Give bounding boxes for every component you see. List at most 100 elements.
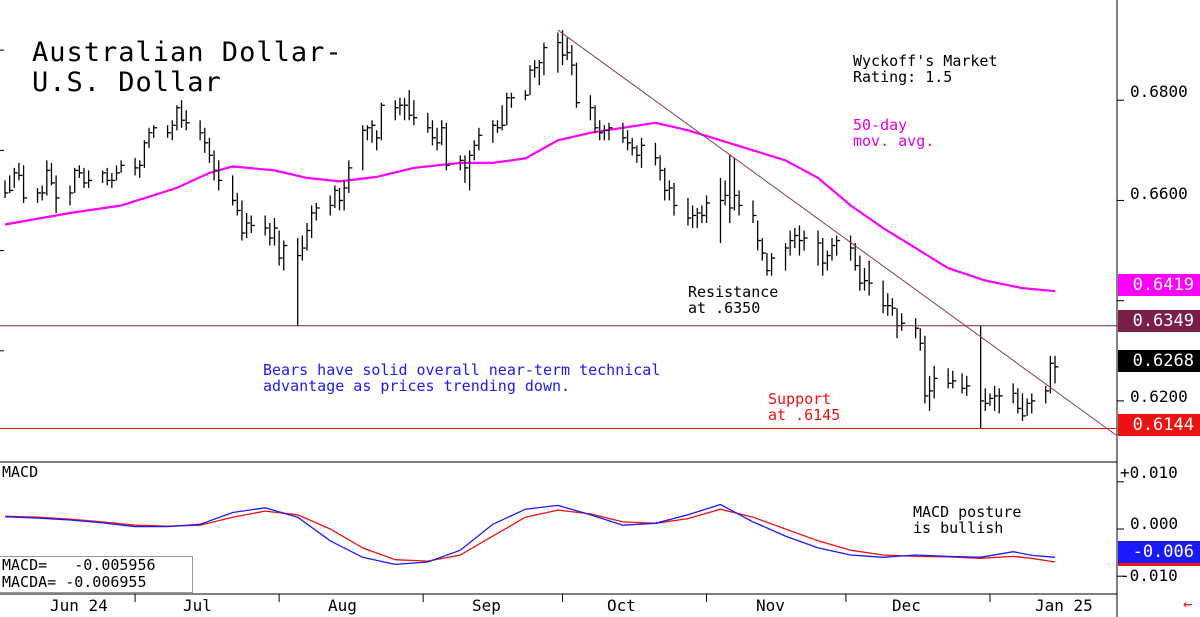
reference-lines [0, 29, 1118, 437]
ohlc-bar [315, 202, 320, 221]
macd-tick-0: +0.010 [1120, 463, 1178, 482]
ohlc-bar [891, 298, 896, 316]
ohlc-bar [510, 92, 515, 108]
macd-readout: MACD= -0.005956 [2, 556, 156, 574]
ohlc-bar [36, 187, 42, 203]
ohlc-bar [473, 140, 478, 161]
ohlc-bar [41, 185, 46, 201]
ohlc-bar [55, 175, 60, 213]
ohlc-bar [529, 65, 534, 96]
ohlc-bar [622, 122, 627, 143]
ohlc-bar [436, 127, 441, 151]
ohlc-bar [506, 92, 511, 126]
ohlc-bar [445, 122, 450, 171]
ohlc-bar [673, 182, 678, 216]
ohlc-bar [757, 220, 762, 251]
ohlc-bar [687, 197, 692, 226]
ohlc-bar [863, 268, 869, 291]
ohlc-bar [752, 200, 757, 224]
ma-label-line2: mov. avg. [853, 132, 935, 150]
ohlc-bar [798, 225, 803, 256]
ohlc-bar [896, 308, 901, 339]
ohlc-bar [204, 127, 209, 153]
moving-average-series [4, 121, 1056, 293]
ohlc-bar [408, 90, 413, 121]
ohlc-bar [50, 162, 55, 186]
ohlc-bar [868, 260, 873, 296]
ohlc-bar [371, 120, 376, 143]
support-line2: at .6145 [768, 406, 841, 424]
ohlc-bar [729, 155, 734, 224]
ohlc-bar [22, 165, 28, 203]
ohlc-bar [952, 370, 957, 389]
ohlc-bar [947, 368, 952, 389]
ohlc-bar [919, 328, 924, 351]
ohlc-bar [492, 120, 497, 143]
ohlc-bar [533, 60, 539, 78]
ohlc-bar [543, 42, 548, 76]
ohlc-bar [232, 175, 237, 206]
ohlc-bar [784, 243, 790, 271]
ohlc-bar [180, 100, 186, 128]
ohlc-bar [924, 335, 929, 404]
ohlc-bar [933, 365, 938, 399]
macd-series [4, 503, 1056, 566]
ohlc-bar [966, 375, 971, 396]
ma50-line [4, 121, 1056, 293]
y-tick-0: 0.6800 [1130, 82, 1188, 101]
ohlc-bar [733, 157, 738, 211]
ohlc-bar [654, 142, 659, 166]
scroll-left-arrow-icon[interactable]: ← [1183, 594, 1193, 613]
ohlc-bar [139, 160, 144, 178]
ohlc-bar [626, 130, 632, 151]
ohlc-bar [241, 200, 246, 241]
ohlc-bar [566, 37, 571, 61]
downtrend-line [557, 29, 1118, 437]
ohlc-bar [8, 175, 14, 193]
ohlc-bar [664, 167, 669, 201]
ohlc-bar [74, 167, 79, 193]
chart-title-line1: Australian Dollar- [32, 37, 343, 68]
ohlc-bar [724, 180, 729, 206]
ohlc-bar [362, 125, 367, 171]
ohlc-bar [464, 155, 469, 183]
ohlc-bar [134, 157, 139, 176]
ohlc-bar [1012, 383, 1017, 404]
x-tick-0: Jun 24 [50, 596, 108, 615]
ohlc-bar [594, 105, 599, 133]
resistance-label: Resistance at .6350 [688, 284, 778, 316]
ohlc-bar [87, 170, 93, 188]
ohlc-bar [283, 240, 288, 271]
ohlc-bar [882, 280, 887, 314]
macd-posture-line1: MACD posture [913, 503, 1022, 521]
y-tick-2: 0.6200 [1130, 387, 1188, 406]
ohlc-bar [859, 255, 864, 291]
ohlc-bar [427, 112, 432, 133]
ohlc-bar [914, 318, 920, 339]
x-tick-6: Dec [892, 596, 921, 615]
ohlc-bar [338, 187, 344, 211]
ohlc-bar [636, 145, 641, 163]
ohlc-bar [120, 160, 125, 173]
ohlc-bar [501, 105, 506, 131]
ohlc-bar [640, 137, 646, 168]
ohlc-bar [334, 185, 339, 208]
ohlc-bar [269, 223, 274, 246]
ohlc-bar [413, 100, 418, 126]
macd-posture: MACD posture is bullish [913, 504, 1021, 536]
ohlc-bar [329, 195, 334, 216]
ohlc-bar [1021, 393, 1026, 421]
ohlc-bar [761, 238, 766, 261]
ohlc-bar [659, 155, 664, 181]
ma-label: 50-day mov. avg. [853, 117, 934, 149]
x-tick-2: Aug [328, 596, 357, 615]
ohlc-bar [348, 160, 353, 193]
chart-frame [0, 0, 1124, 617]
ohlc-bar [46, 160, 51, 196]
ohlc-bar [901, 313, 906, 331]
ohlc-bar [794, 228, 799, 249]
comment-line1: Bears have solid overall near-term techn… [263, 361, 661, 379]
rating-line2: Rating: 1.5 [853, 68, 953, 86]
ohlc-bar [719, 177, 724, 244]
ohlc-bar [250, 215, 255, 234]
